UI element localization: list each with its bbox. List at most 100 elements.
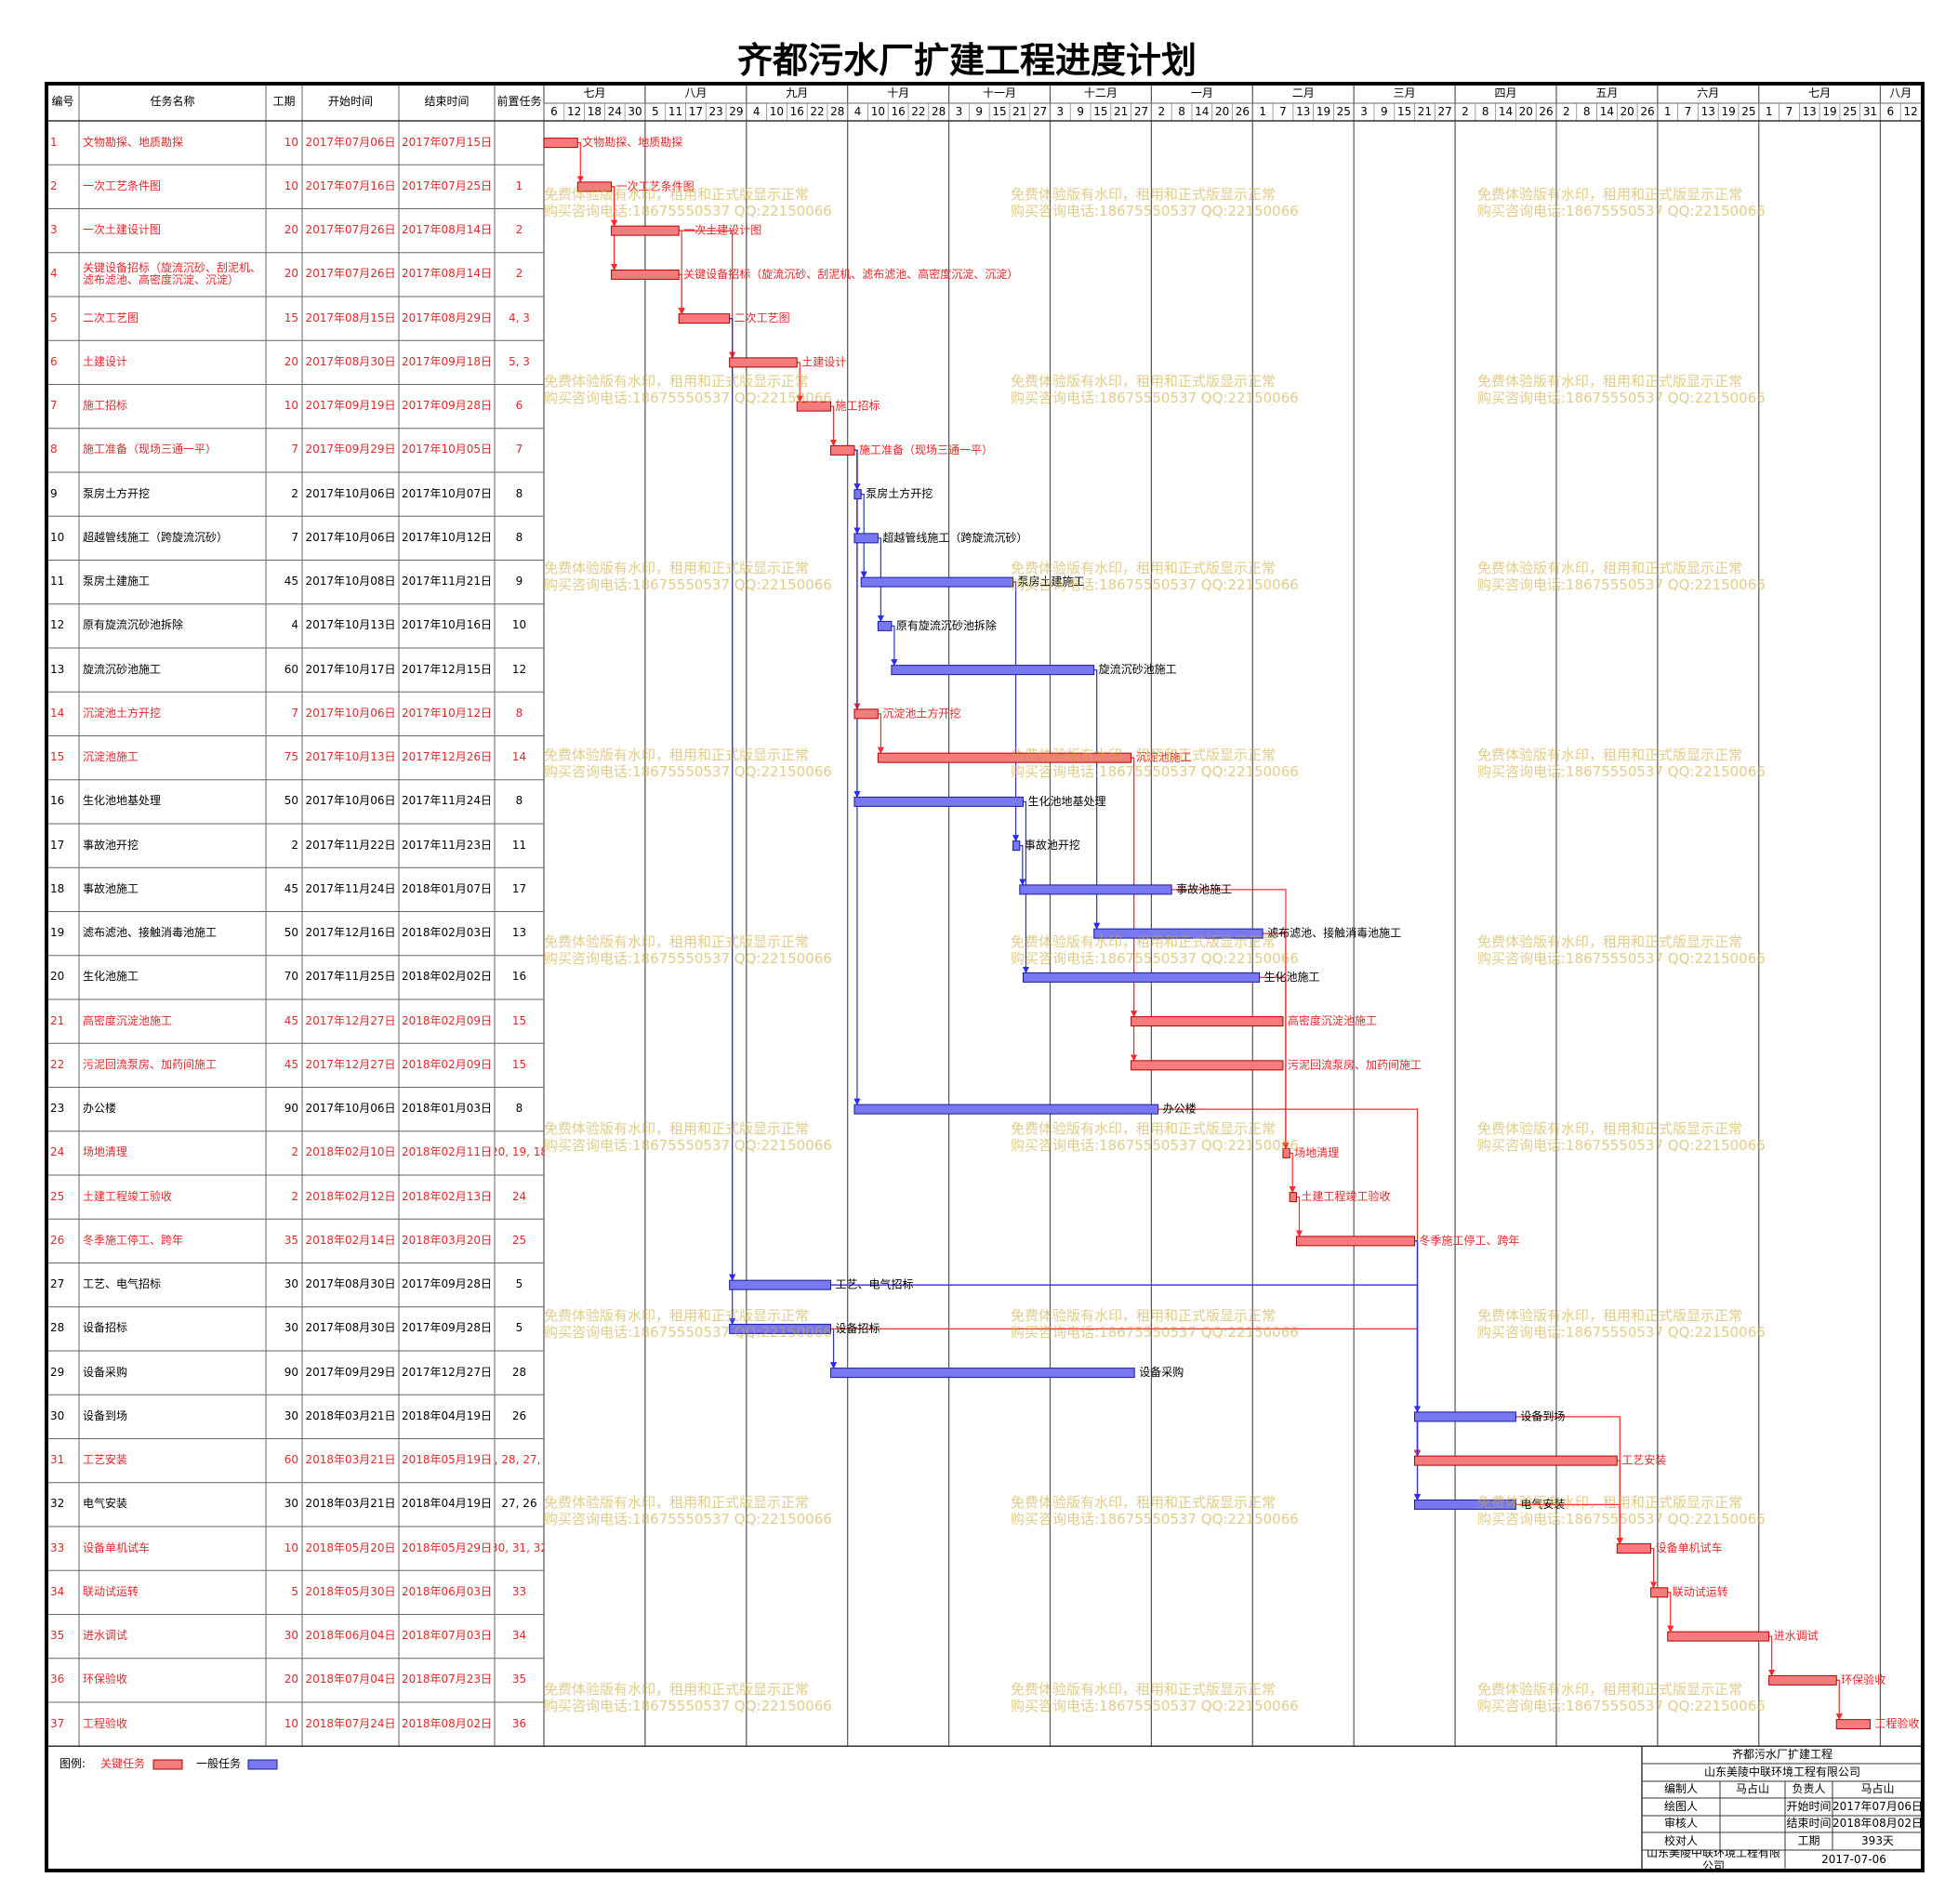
bar-label: 关键设备招标（旋流沉砂、刮泥机、滤布滤池、高密度沉淀、沉淀） (683, 267, 1018, 281)
task-predecessors: 25 (511, 1233, 527, 1247)
day-label: 7 (1279, 104, 1287, 118)
task-start: 2017年09月29日 (305, 443, 396, 456)
block-cell: 校对人 (1663, 1833, 1698, 1847)
task-name: 事故池开挖 (83, 838, 139, 852)
task-name: 施工招标 (83, 399, 128, 413)
day-label: 14 (1599, 104, 1615, 118)
task-id: 23 (50, 1102, 65, 1116)
task-name: 土建工程竣工验收 (83, 1189, 173, 1203)
task-bar (853, 489, 862, 500)
task-end: 2018年02月09日 (401, 1057, 493, 1071)
bar-label: 设备单机试车 (1656, 1540, 1723, 1554)
day-label: 13 (1802, 104, 1817, 118)
task-end: 2017年12月26日 (401, 750, 493, 764)
task-name: 生化池施工 (83, 970, 139, 984)
task-end: 2017年08月14日 (401, 223, 493, 237)
task-name: 原有旋流沉砂池拆除 (83, 618, 184, 632)
day-label: 17 (688, 104, 703, 118)
task-start: 2017年07月06日 (305, 135, 396, 149)
legend-text: 关键任务 (100, 1757, 146, 1771)
block-cell: 编制人 (1663, 1782, 1698, 1796)
day-label: 19 (1822, 104, 1837, 118)
day-label: 29 (729, 104, 744, 118)
day-label: 1 (1259, 104, 1266, 118)
block-cell: 2018年08月02日 (1832, 1817, 1923, 1831)
task-id: 37 (50, 1716, 65, 1730)
watermark: 免费体验版有水印，租用和正式版显示正常 (1477, 1120, 1743, 1137)
watermark: 购买咨询电话:18675550537 QQ:22150066 (1477, 763, 1766, 780)
task-predecessors: 4, 3 (509, 311, 530, 324)
task-id: 12 (50, 618, 65, 632)
month-label: 一月 (1190, 86, 1213, 99)
task-id: 1 (50, 135, 58, 149)
day-label: 1 (1765, 104, 1773, 118)
task-bar (1414, 1411, 1516, 1422)
task-end: 2017年09月28日 (401, 1321, 493, 1335)
task-predecessors: 11 (511, 838, 527, 852)
dependency-link (610, 186, 618, 271)
block-cell: 工期 (1797, 1833, 1820, 1847)
watermark: 购买咨询电话:18675550537 QQ:22150066 (1477, 203, 1766, 219)
task-predecessors: 7 (515, 443, 523, 456)
column-header: 工期 (272, 95, 296, 109)
task-predecessors: 5 (515, 1277, 523, 1291)
watermark: 免费体验版有水印，租用和正式版显示正常 (544, 1307, 810, 1324)
task-predecessors: 28 (511, 1365, 527, 1379)
bar-label: 文物勘探、地质勘探 (582, 135, 682, 149)
task-end: 2017年10月07日 (401, 486, 493, 500)
task-id: 10 (50, 530, 65, 544)
task-name: 电气安装 (83, 1497, 128, 1511)
day-label: 2 (1563, 104, 1570, 118)
task-name: 冬季施工停工、跨年 (83, 1233, 184, 1247)
month-label: 十月 (887, 86, 910, 99)
bar-label: 联动试运转 (1673, 1584, 1728, 1598)
task-start: 2018年05月20日 (305, 1540, 396, 1554)
task-start: 2017年11月24日 (305, 881, 396, 895)
task-end: 2018年02月13日 (401, 1189, 493, 1203)
task-id: 33 (50, 1540, 65, 1554)
watermark: 购买咨询电话:18675550537 QQ:22150066 (1477, 576, 1766, 593)
task-start: 2017年12月27日 (305, 1057, 396, 1071)
task-id: 26 (50, 1233, 65, 1247)
task-bar (611, 269, 680, 280)
task-duration: 20 (284, 267, 298, 281)
dependency-link (1093, 669, 1101, 930)
task-duration: 45 (284, 881, 298, 895)
task-end: 2018年07月03日 (401, 1629, 493, 1643)
task-name: 生化池地基处理 (83, 794, 162, 808)
task-end: 2017年10月05日 (401, 443, 493, 456)
task-duration: 4 (291, 618, 298, 632)
task-bar (891, 665, 1095, 676)
task-bar (1289, 1192, 1297, 1203)
task-end: 2018年02月09日 (401, 1013, 493, 1027)
task-predecessors: 35 (511, 1673, 527, 1686)
task-end: 2018年01月03日 (401, 1102, 493, 1116)
task-start: 2017年10月08日 (305, 575, 396, 588)
task-start: 2017年08月15日 (305, 311, 396, 324)
task-start: 2018年05月30日 (305, 1584, 396, 1598)
task-start: 2018年02月12日 (305, 1189, 396, 1203)
bar-label: 泵房土建施工 (1018, 575, 1085, 588)
task-predecessors: 20, 19, 18 (495, 1145, 544, 1159)
day-label: 23 (708, 104, 723, 118)
bar-label: 工程验收 (1875, 1716, 1920, 1730)
day-label: 15 (1396, 104, 1412, 118)
column-header: 前置任务 (496, 95, 542, 109)
task-name: 设备采购 (83, 1365, 128, 1379)
month-label: 九月 (786, 86, 809, 99)
day-label: 15 (992, 104, 1007, 118)
day-label: 9 (1077, 104, 1084, 118)
dependency-link (1667, 1592, 1674, 1633)
day-label: 2 (1158, 104, 1166, 118)
task-bar (877, 752, 1132, 763)
task-predecessors: 8 (515, 530, 523, 544)
task-duration: 30 (284, 1497, 298, 1511)
dependency-link (576, 142, 584, 183)
watermark: 购买咨询电话:18675550537 QQ:22150066 (544, 203, 832, 219)
task-id: 8 (50, 443, 58, 456)
dependency-link (1835, 1679, 1843, 1721)
day-label: 22 (911, 104, 926, 118)
block-cell: 绘图人 (1663, 1799, 1698, 1813)
